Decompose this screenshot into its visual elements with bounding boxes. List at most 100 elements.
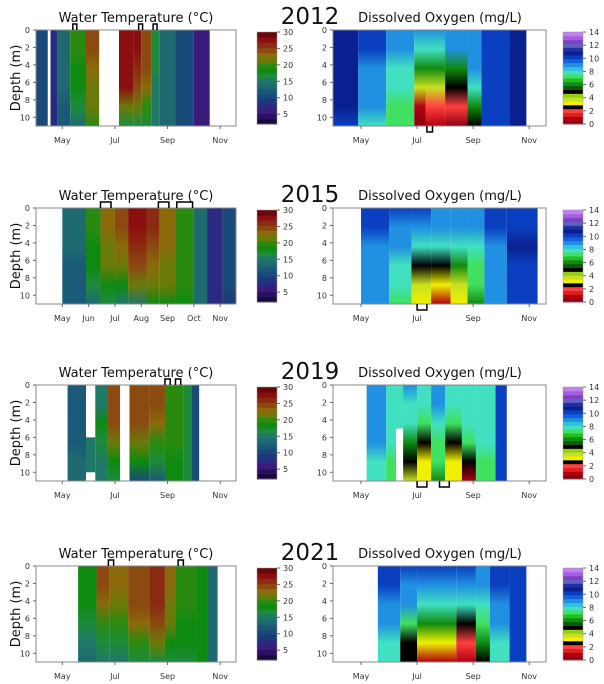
heatmap-cell: [509, 30, 527, 126]
y-axis-label: Depth (m): [9, 223, 24, 290]
temperature-title: Water Temperature (°C): [59, 189, 214, 204]
period-marker: [176, 201, 194, 208]
heatmap-cell: [175, 566, 197, 662]
colorbar-swatch: [563, 279, 583, 284]
colorbar-swatch: [563, 594, 583, 600]
colorbar-frame: [256, 31, 278, 125]
colorbar-swatch: [563, 78, 583, 83]
colorbar-swatch: [257, 387, 277, 393]
oxygen-colorbar: 0 2 4 6 8 10 12 14: [562, 206, 599, 307]
x-tick-label: May: [54, 314, 71, 323]
y-tick-label: 10: [20, 291, 30, 300]
colorbar-swatch: [563, 210, 583, 215]
heatmap-cell: [193, 208, 208, 304]
colorbar-swatch: [563, 648, 583, 653]
y-tick-label: 2: [322, 579, 327, 588]
colorbar-swatch: [563, 402, 583, 407]
y-tick-label: 0: [25, 26, 30, 35]
colorbar-swatch: [257, 286, 277, 293]
colorbar-tick-label: 10: [589, 232, 599, 241]
x-tick-label: May: [353, 672, 370, 681]
colorbar-tick-label: 20: [283, 61, 293, 70]
oxygen-title: Dissolved Oxygen (mg/L): [358, 11, 522, 26]
colorbar-frame: [562, 567, 584, 661]
y-tick-label: 6: [322, 78, 327, 87]
data-gap: [86, 385, 96, 438]
y-tick-label: 0: [322, 381, 327, 390]
y-tick-label: 10: [317, 649, 327, 658]
colorbar-swatch: [563, 35, 583, 41]
x-tick-label: May: [54, 672, 71, 681]
colorbar-swatch: [563, 390, 583, 396]
x-tick-label: May: [353, 491, 370, 500]
colorbar-swatch: [563, 587, 583, 592]
colorbar-swatch: [563, 417, 583, 422]
colorbar-tick-label: 10: [283, 94, 293, 103]
heatmap-cell: [467, 208, 485, 304]
plot-frame: [332, 29, 547, 127]
heatmap-cell: [417, 385, 432, 481]
colorbar-swatch: [257, 281, 277, 288]
colorbar-swatch: [257, 256, 277, 262]
colorbar-tick-label: 0: [589, 475, 594, 484]
colorbar-tick-label: 8: [589, 422, 594, 431]
period-marker: [152, 23, 158, 30]
y-tick-label: 4: [322, 597, 327, 606]
heatmap-cell: [96, 566, 110, 662]
colorbar-swatch: [257, 649, 277, 656]
period-marker: [99, 201, 112, 208]
colorbar-swatch: [257, 98, 277, 105]
temperature-panel-2012: 0 2 4 6 8 10 May Jul Sep Nov 5 10 15 20 25 30: [20, 23, 293, 145]
colorbar-swatch: [563, 398, 583, 403]
colorbar-swatch: [257, 417, 277, 424]
heatmap-cell: [183, 385, 192, 481]
colorbar-swatch: [563, 459, 583, 465]
colorbar-swatch: [563, 610, 583, 615]
colorbar-tick-label: 15: [283, 432, 293, 441]
colorbar-swatch: [563, 448, 583, 453]
oxygen-panel-2021: 0 2 4 6 8 10 May Jul Sep Nov 0 2 4 6 8 10 12 14: [317, 562, 599, 681]
colorbar-frame: [562, 209, 584, 303]
heatmap-cell: [414, 30, 426, 126]
plot-frame: [332, 565, 547, 663]
colorbar-swatch: [563, 286, 583, 291]
heatmap-cell: [114, 208, 129, 304]
colorbar-swatch: [257, 598, 277, 605]
oxygen-title: Dissolved Oxygen (mg/L): [358, 547, 522, 562]
colorbar-swatch: [257, 422, 277, 429]
x-tick-label: Jul: [411, 491, 422, 500]
colorbar-frame: [562, 31, 584, 125]
colorbar-swatch: [257, 443, 277, 449]
colorbar-tick-label: 14: [589, 206, 599, 215]
heatmap-cell: [222, 208, 236, 304]
colorbar-tick-label: 15: [283, 255, 293, 264]
colorbar-swatch: [257, 453, 277, 460]
colorbar-tick-label: 4: [589, 94, 594, 103]
period-marker: [426, 126, 434, 133]
colorbar-tick-label: 6: [589, 259, 594, 268]
colorbar-tick-label: 8: [589, 603, 594, 612]
colorbar-swatch: [563, 47, 583, 52]
heatmap-cell: [439, 566, 457, 662]
colorbar-swatch: [563, 271, 583, 276]
colorbar-swatch: [563, 652, 583, 657]
colorbar-swatch: [257, 67, 277, 74]
colorbar-swatch: [257, 433, 277, 439]
colorbar-swatch: [257, 72, 277, 79]
heatmap-cell: [107, 385, 121, 481]
colorbar-tick-label: 25: [283, 222, 293, 231]
colorbar-swatch: [257, 463, 277, 470]
colorbar-tick-label: 6: [589, 617, 594, 626]
period-marker: [72, 23, 78, 30]
colorbar-tick-label: 10: [589, 590, 599, 599]
colorbar-swatch: [563, 433, 583, 438]
colorbar-swatch: [257, 438, 277, 444]
heatmap-cell: [50, 30, 58, 126]
y-tick-label: 6: [25, 433, 30, 442]
colorbar-tick-label: 0: [589, 120, 594, 129]
colorbar-swatch: [257, 235, 277, 242]
colorbar-swatch: [257, 392, 277, 398]
period-marker: [164, 378, 171, 385]
period-marker: [174, 378, 182, 385]
heatmap-cell: [151, 30, 160, 126]
